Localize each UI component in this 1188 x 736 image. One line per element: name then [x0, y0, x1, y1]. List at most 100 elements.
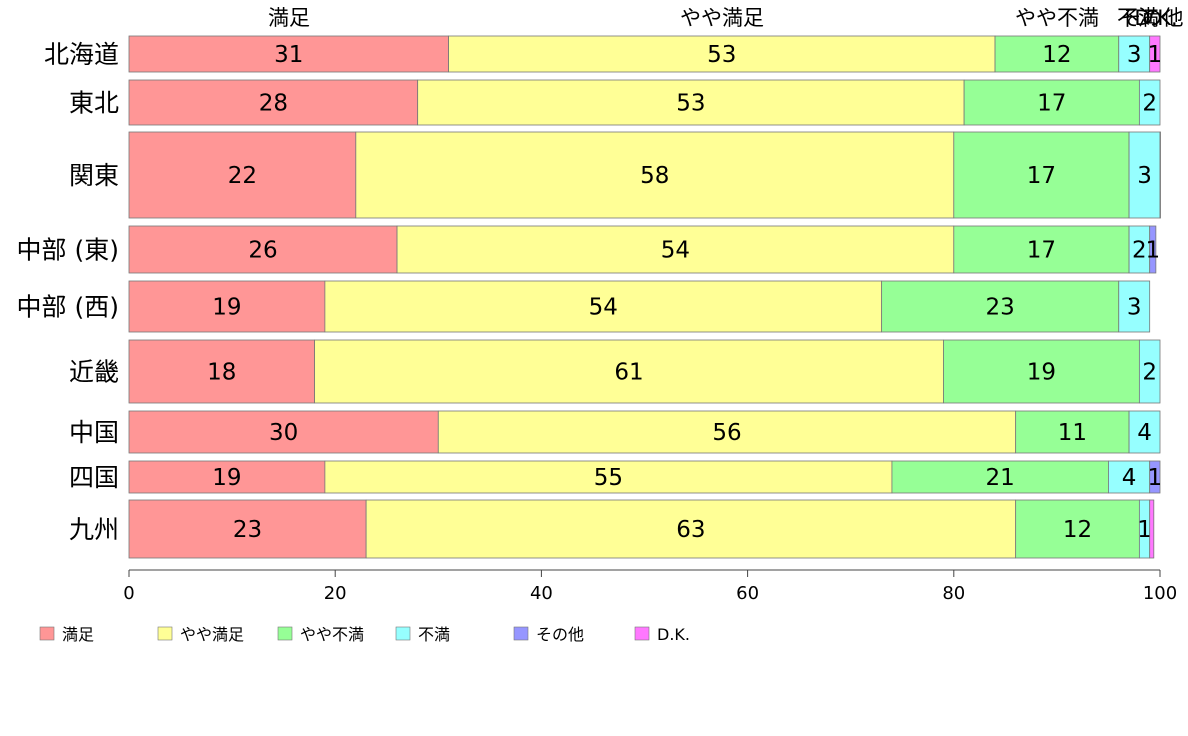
legend-label: やや不満	[300, 625, 364, 644]
x-tick-label: 80	[942, 583, 965, 604]
bar-segment	[1118, 35, 1151, 73]
data-label: 3	[1127, 42, 1142, 68]
data-label: 1	[1148, 465, 1163, 491]
data-label: 3	[1137, 163, 1152, 189]
bar-segment	[1149, 35, 1161, 73]
bar-segment	[396, 225, 955, 274]
legend: 満足 やや満足 やや不満 不満 その他 D.K.	[39, 625, 690, 644]
category-label: 東北	[69, 89, 119, 118]
bar-segment	[1015, 499, 1140, 559]
data-label: 17	[1027, 163, 1056, 189]
legend-swatch	[513, 626, 529, 641]
top-series-label: やや満足	[680, 6, 764, 30]
data-label: 4	[1137, 420, 1152, 446]
bar-segment	[128, 225, 398, 274]
top-series-label: 不満	[1117, 6, 1159, 30]
x-tick-label: 40	[530, 583, 553, 604]
legend-label: 満足	[62, 625, 94, 644]
data-label: 31	[274, 42, 303, 68]
data-label: 11	[1058, 420, 1087, 446]
data-label: 28	[259, 91, 288, 117]
bar-segment	[1159, 131, 1161, 219]
legend-label: その他	[536, 625, 584, 644]
data-label: 18	[207, 360, 236, 386]
legend-label: 不満	[418, 625, 450, 644]
category-label: 四国	[69, 463, 119, 492]
category-label: 中部 (東)	[17, 236, 119, 265]
data-label: 23	[986, 295, 1015, 321]
x-tick-label: 0	[123, 583, 134, 604]
data-label: 1	[1148, 42, 1163, 68]
bar-segment	[953, 225, 1130, 274]
bar-segment	[437, 410, 1017, 454]
data-label: 54	[661, 238, 690, 264]
bar-segment	[1128, 410, 1161, 454]
category-label: 関東	[69, 161, 119, 190]
data-label: 17	[1027, 238, 1056, 264]
legend-label: やや満足	[180, 625, 244, 644]
x-tick-label: 100	[1143, 583, 1177, 604]
category-label: 中国	[69, 418, 119, 447]
bar-segment	[1149, 499, 1155, 559]
bar-segment	[881, 280, 1120, 333]
top-series-label: 満足	[268, 6, 310, 30]
data-label: 56	[712, 420, 741, 446]
bar-segment	[128, 35, 450, 73]
category-label: 九州	[69, 515, 119, 544]
legend-swatch	[157, 626, 173, 641]
data-label: 61	[614, 360, 643, 386]
bar-segment	[128, 410, 439, 454]
legend-label: D.K.	[657, 625, 690, 644]
top-series-label: その他	[1121, 6, 1184, 30]
data-label: 3	[1127, 295, 1142, 321]
bar-segment	[1108, 460, 1151, 494]
data-label: 2	[1142, 91, 1157, 117]
bar-segment	[128, 79, 419, 126]
bar-segment	[128, 131, 357, 219]
data-label: 55	[594, 465, 623, 491]
top-series-label: やや不満	[1015, 6, 1099, 30]
data-label: 22	[228, 163, 257, 189]
x-tick-label: 20	[324, 583, 347, 604]
data-label: 2	[1142, 360, 1157, 386]
bar-segment	[891, 460, 1109, 494]
category-label: 北海道	[44, 40, 119, 69]
data-label: 2	[1132, 238, 1147, 264]
data-label: 58	[640, 163, 669, 189]
data-label: 21	[986, 465, 1015, 491]
data-label: 53	[707, 42, 736, 68]
bar-segment	[1118, 280, 1151, 333]
data-label: 19	[212, 465, 241, 491]
legend-swatch	[634, 626, 650, 641]
data-label: 53	[676, 91, 705, 117]
data-label: 1	[1137, 517, 1152, 543]
data-label: 12	[1042, 42, 1071, 68]
bar-segment	[324, 460, 893, 494]
bar-segment	[953, 131, 1130, 219]
bar-segment	[1138, 79, 1161, 126]
data-label: 12	[1063, 517, 1092, 543]
bar-segment	[355, 131, 955, 219]
legend-swatch	[277, 626, 293, 641]
category-label: 中部 (西)	[17, 293, 119, 322]
legend-swatch	[395, 626, 411, 641]
data-label: 54	[589, 295, 618, 321]
bar-segment	[417, 79, 965, 126]
data-label: 19	[1027, 360, 1056, 386]
legend-swatch	[39, 626, 55, 641]
bar-segment	[365, 499, 1017, 559]
x-axis: 0 20 40 60 80 100	[123, 569, 1177, 604]
data-label: 63	[676, 517, 705, 543]
bar-segment	[314, 339, 944, 404]
data-label: 17	[1037, 91, 1066, 117]
data-label: 4	[1122, 465, 1137, 491]
data-label: 19	[212, 295, 241, 321]
bar-segment	[324, 280, 883, 333]
bar-segment	[1138, 339, 1161, 404]
data-label: 1	[1145, 238, 1160, 264]
bar-segment	[128, 280, 326, 333]
